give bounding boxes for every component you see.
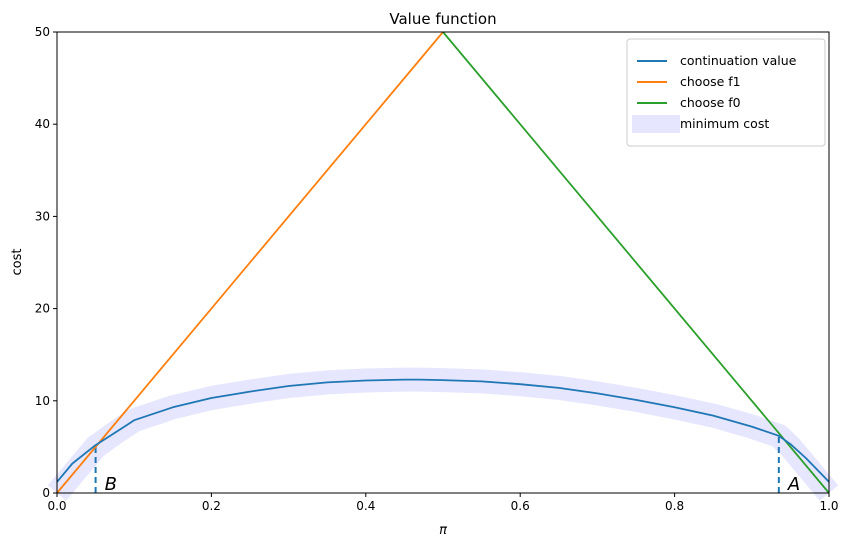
legend-label-choose-f0: choose f0 [680, 95, 741, 110]
x-tick-label: 0.2 [202, 499, 221, 513]
legend-swatch-minimum-cost [632, 115, 680, 133]
y-tick-label: 20 [35, 302, 50, 316]
x-tick-label: 0.6 [511, 499, 530, 513]
y-tick-label: 40 [35, 117, 50, 131]
series-line-continuation-value [56, 378, 830, 483]
x-tick-label: 0.0 [47, 499, 66, 513]
y-axis-label: cost [10, 249, 25, 276]
legend-label-continuation-value: continuation value [680, 53, 797, 68]
y-tick-label: 10 [35, 394, 50, 408]
series-line-choose-f0 [442, 31, 830, 494]
series-line-minimum-cost [47, 367, 839, 501]
axis-ticks: 0.0 0.2 0.4 0.6 0.8 1.0 0 10 20 30 40 50 [35, 25, 839, 513]
x-tick-label: 1.0 [819, 499, 838, 513]
legend-items: continuation value choose f1 choose f0 mini… [632, 53, 797, 133]
chart-title: Value function [389, 10, 496, 28]
plot-frame [56, 31, 830, 494]
y-tick-label: 50 [35, 25, 50, 39]
legend-label-minimum-cost: minimum cost [680, 116, 769, 131]
legend-label-choose-f1: choose f1 [680, 74, 741, 89]
threshold-label-a: A [787, 474, 800, 495]
y-tick-label: 0 [42, 486, 50, 500]
threshold-label-b: B [105, 474, 117, 495]
x-tick-label: 0.4 [356, 499, 375, 513]
plot-area [47, 31, 839, 501]
legend: continuation value choose f1 choose f0 mini… [626, 38, 826, 147]
series-line-choose-f1 [56, 31, 444, 494]
x-axis-label: π [439, 523, 447, 538]
y-tick-label: 30 [35, 209, 50, 223]
x-tick-label: 0.8 [665, 499, 684, 513]
